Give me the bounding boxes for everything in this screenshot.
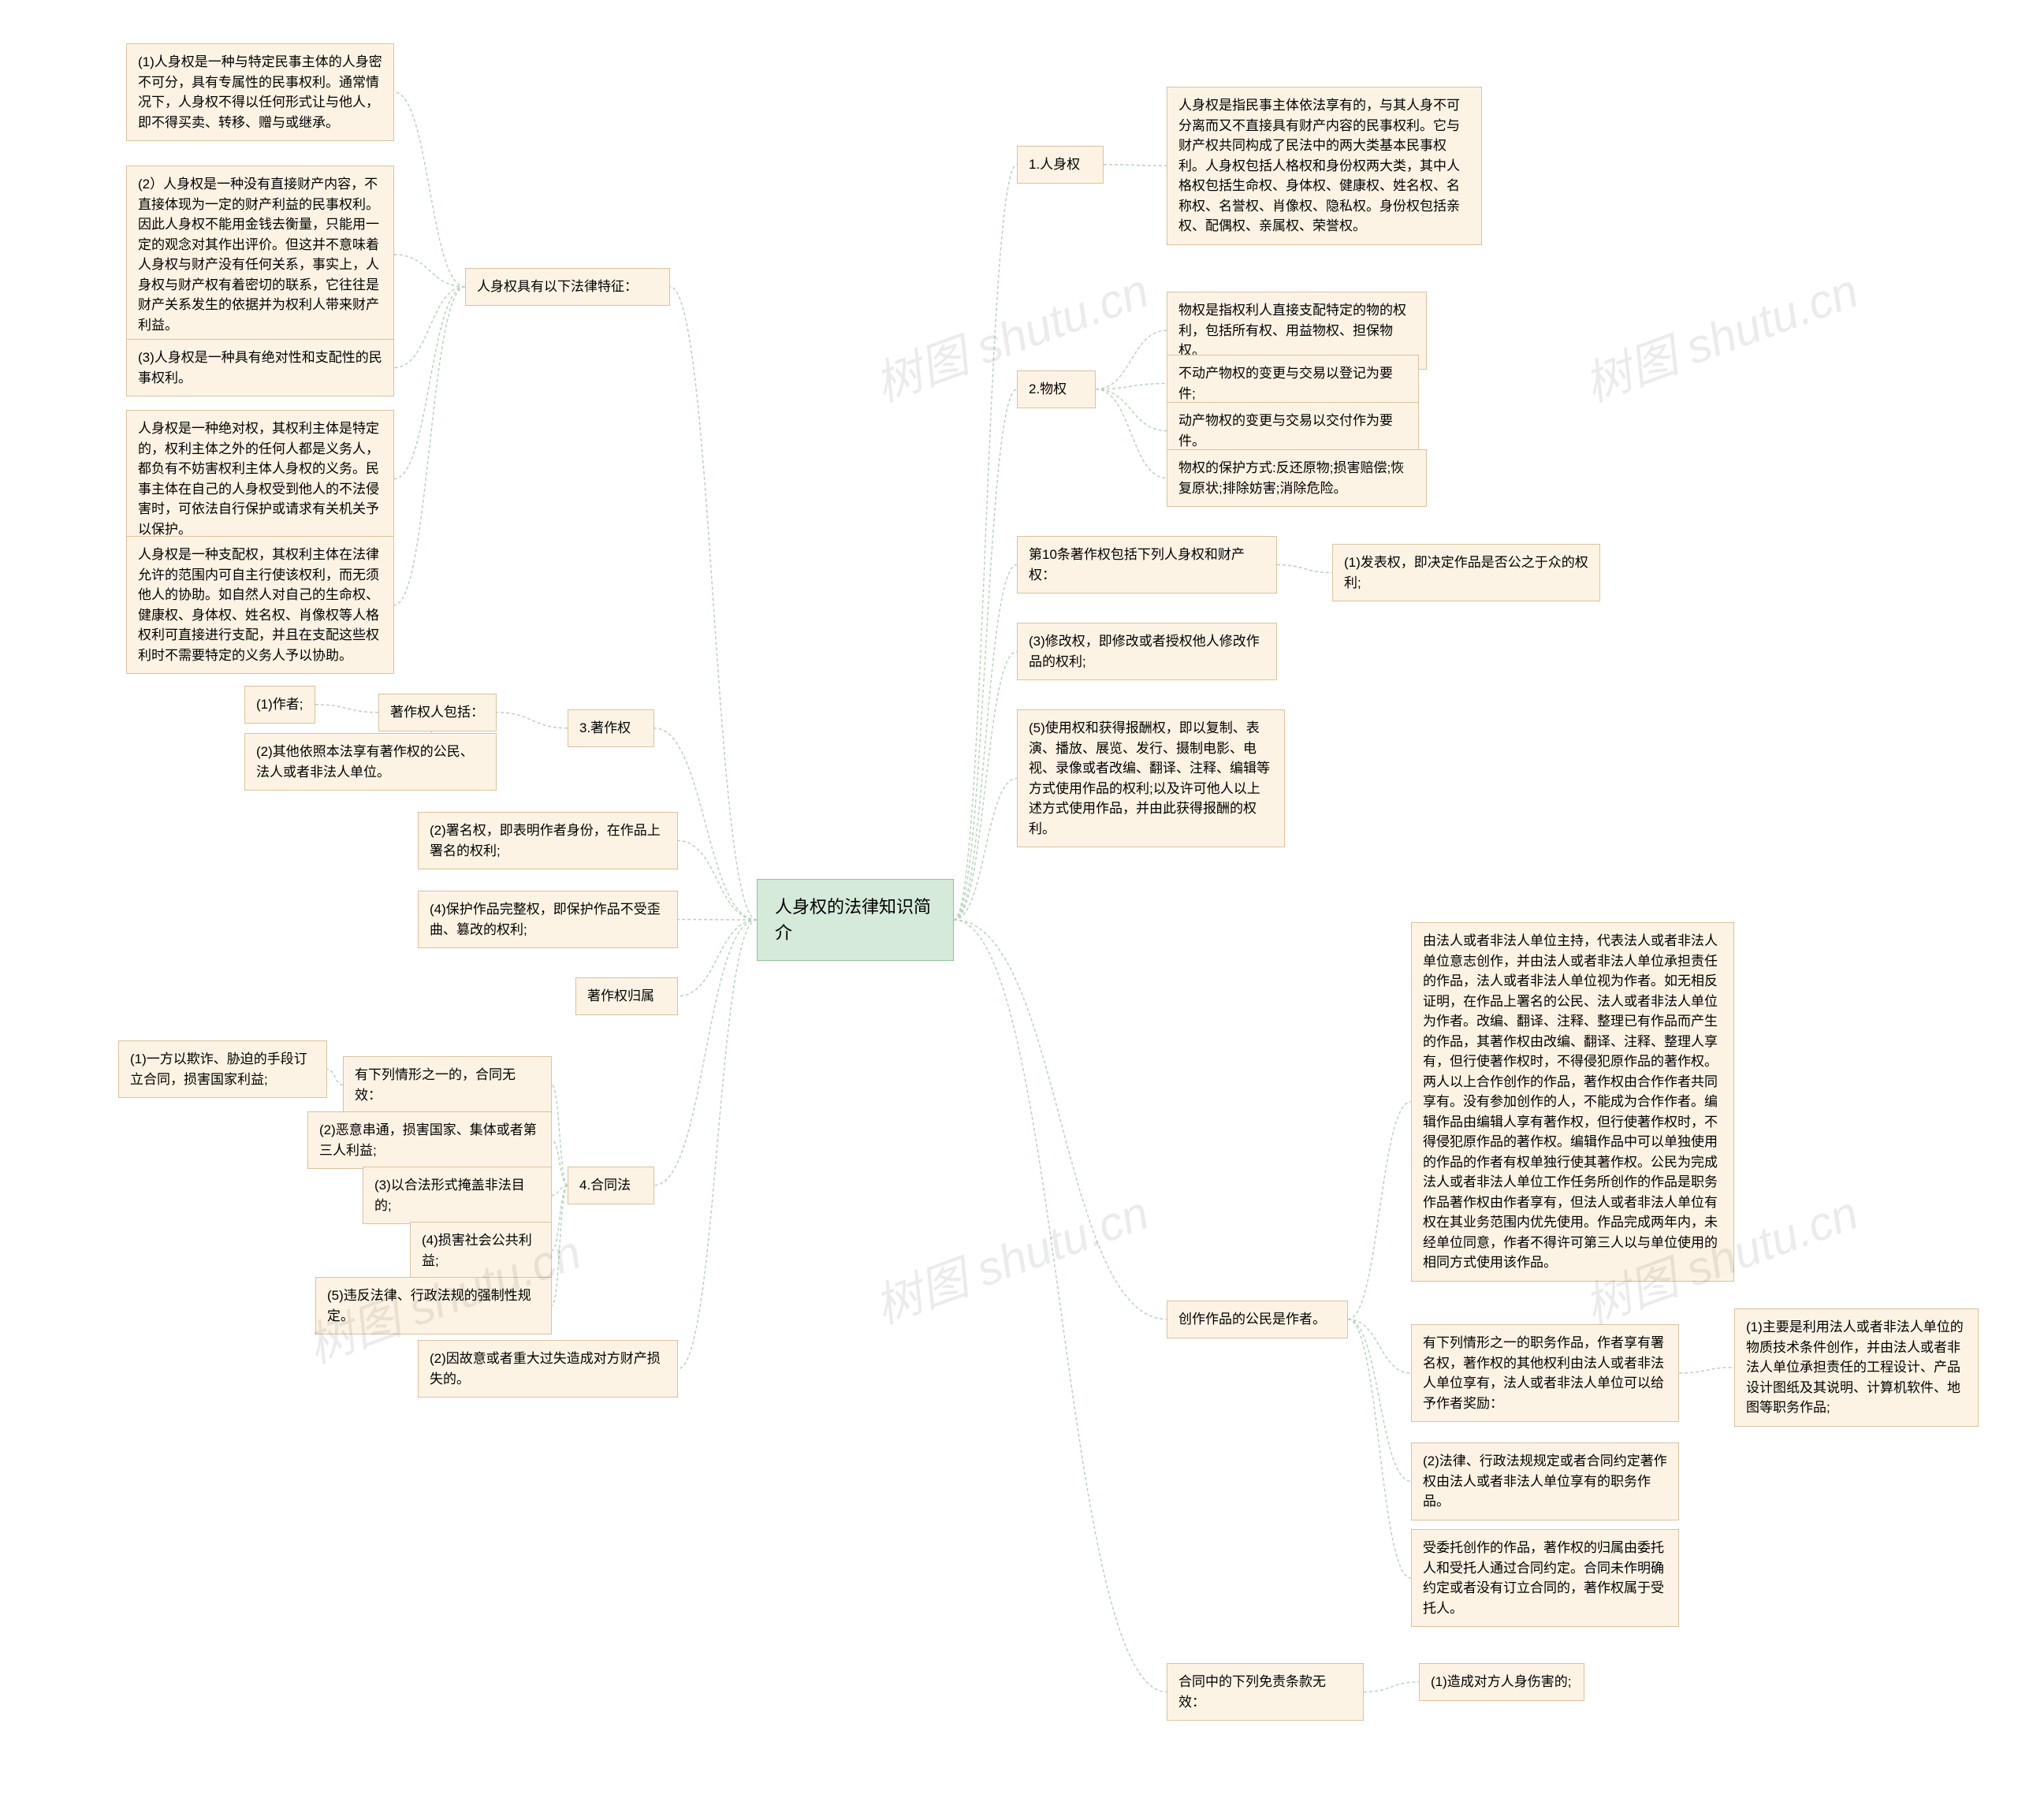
mindmap-node[interactable]: (5)使用权和获得报酬权，即以复制、表演、播放、展览、发行、摄制电影、电视、录像… bbox=[1017, 709, 1285, 847]
mindmap-node[interactable]: 合同中的下列免责条款无效： bbox=[1167, 1663, 1364, 1721]
connector-path bbox=[1364, 1682, 1419, 1692]
mindmap-node[interactable]: 有下列情形之一的，合同无效： bbox=[343, 1056, 552, 1114]
connector-path bbox=[394, 287, 465, 479]
connector-path bbox=[954, 565, 1017, 921]
connector-path bbox=[678, 920, 757, 1369]
connector-path bbox=[552, 1185, 568, 1196]
mindmap-node[interactable]: 4.合同法 bbox=[568, 1167, 654, 1204]
mindmap-node[interactable]: 由法人或者非法人单位主持，代表法人或者非法人单位意志创作，并由法人或者非法人单位… bbox=[1411, 922, 1734, 1282]
connector-path bbox=[552, 1185, 568, 1306]
mindmap-node[interactable]: (3)人身权是一种具有绝对性和支配性的民事权利。 bbox=[126, 339, 394, 396]
mindmap-node[interactable]: 受委托创作的作品，著作权的归属由委托人和受托人通过合同约定。合同未作明确约定或者… bbox=[1411, 1529, 1679, 1627]
mindmap-node[interactable]: (1)人身权是一种与特定民事主体的人身密不可分，具有专属性的民事权利。通常情况下… bbox=[126, 43, 394, 141]
connector-path bbox=[1277, 565, 1332, 573]
connector-path bbox=[954, 652, 1017, 921]
connector-path bbox=[1348, 1319, 1411, 1578]
connector-path bbox=[327, 1070, 343, 1085]
mindmap-node[interactable]: 人身权是一种支配权，其权利主体在法律允许的范围内可自主行使该权利，而无须他人的协… bbox=[126, 536, 394, 674]
connector-path bbox=[1348, 1319, 1411, 1373]
mindmap-node[interactable]: (1)主要是利用法人或者非法人单位的物质技术条件创作，并由法人或者非法人单位承担… bbox=[1734, 1308, 1979, 1427]
connector-path bbox=[1348, 1319, 1411, 1482]
connector-path bbox=[954, 779, 1017, 921]
connector-path bbox=[678, 920, 757, 996]
watermark: 树图 shutu.cn bbox=[1573, 252, 1866, 415]
connector-path bbox=[1096, 389, 1167, 478]
connector-path bbox=[315, 705, 378, 713]
connector-path bbox=[394, 287, 465, 605]
mindmap-node[interactable]: (2)其他依照本法享有著作权的公民、法人或者非法人单位。 bbox=[244, 733, 497, 791]
mindmap-node[interactable]: 2.物权 bbox=[1017, 370, 1096, 408]
connector-path bbox=[1096, 389, 1167, 431]
mindmap-node[interactable]: 3.著作权 bbox=[568, 709, 654, 747]
connector-path bbox=[552, 1085, 568, 1185]
mindmap-node[interactable]: (2）人身权是一种没有直接财产内容，不直接体现为一定的财产利益的民事权利。因此人… bbox=[126, 166, 394, 344]
connector-path bbox=[394, 287, 465, 368]
connector-path bbox=[552, 1141, 568, 1185]
mindmap-node[interactable]: 人身权是指民事主体依法享有的，与其人身不可分离而又不直接具有财产内容的民事权利。… bbox=[1167, 87, 1482, 245]
mindmap-node[interactable]: (4)损害社会公共利益; bbox=[410, 1222, 552, 1279]
mindmap-node[interactable]: (1)发表权，即决定作品是否公之于众的权利; bbox=[1332, 544, 1600, 601]
mindmap-node[interactable]: (1)一方以欺诈、胁迫的手段订立合同，损害国家利益; bbox=[118, 1040, 327, 1098]
connector-path bbox=[1679, 1368, 1734, 1373]
connector-path bbox=[678, 841, 757, 921]
mindmap-node[interactable]: (1)作者; bbox=[244, 686, 315, 724]
connector-path bbox=[394, 92, 465, 287]
mindmap-node[interactable]: (5)违反法律、行政法规的强制性规定。 bbox=[315, 1277, 552, 1334]
mindmap-node[interactable]: (1)造成对方人身伤害的; bbox=[1419, 1663, 1584, 1701]
connector-path bbox=[1096, 330, 1167, 389]
connector-path bbox=[394, 255, 465, 287]
root-node[interactable]: 人身权的法律知识简介 bbox=[757, 879, 954, 961]
mindmap-node[interactable]: (2)恶意串通，损害国家、集体或者第三人利益; bbox=[307, 1111, 552, 1169]
mindmap-node[interactable]: 著作权归属 bbox=[575, 977, 678, 1015]
mindmap-node[interactable]: 物权的保护方式:反还原物;损害赔偿;恢复原状;排除妨害;消除危险。 bbox=[1167, 449, 1427, 507]
connector-path bbox=[678, 920, 757, 921]
mindmap-node[interactable]: (3)修改权，即修改或者授权他人修改作品的权利; bbox=[1017, 623, 1277, 680]
mindmap-node[interactable]: 人身权是一种绝对权，其权利主体是特定的，权利主体之外的任何人都是义务人，都负有不… bbox=[126, 410, 394, 548]
connector-path bbox=[497, 713, 568, 728]
mindmap-node[interactable]: 第10条著作权包括下列人身权和财产权： bbox=[1017, 536, 1277, 594]
mindmap-node[interactable]: 人身权具有以下法律特征： bbox=[465, 268, 670, 306]
mindmap-node[interactable]: 创作作品的公民是作者。 bbox=[1167, 1301, 1348, 1338]
mindmap-node[interactable]: (4)保护作品完整权，即保护作品不受歪曲、篡改的权利; bbox=[418, 891, 678, 948]
connector-path bbox=[954, 920, 1167, 1692]
connector-path bbox=[654, 920, 757, 1185]
connector-path bbox=[1096, 384, 1167, 389]
connector-path bbox=[954, 389, 1017, 920]
watermark: 树图 shutu.cn bbox=[864, 252, 1156, 415]
mindmap-node[interactable]: 著作权人包括： bbox=[378, 694, 497, 731]
connector-path bbox=[670, 287, 757, 920]
mindmap-node[interactable]: (2)因故意或者重大过失造成对方财产损失的。 bbox=[418, 1340, 678, 1398]
mindmap-node[interactable]: 1.人身权 bbox=[1017, 146, 1104, 184]
mindmap-node[interactable]: (3)以合法形式掩盖非法目的; bbox=[363, 1167, 552, 1224]
connector-path bbox=[954, 165, 1017, 920]
mindmap-node[interactable]: (2)法律、行政法规规定或者合同约定著作权由法人或者非法人单位享有的职务作品。 bbox=[1411, 1442, 1679, 1520]
connector-path bbox=[552, 1185, 568, 1251]
mindmap-node[interactable]: (2)署名权，即表明作者身份，在作品上署名的权利; bbox=[418, 812, 678, 869]
mindmap-node[interactable]: 有下列情形之一的职务作品，作者享有署名权，著作权的其他权利由法人或者非法人单位享… bbox=[1411, 1324, 1679, 1422]
watermark: 树图 shutu.cn bbox=[864, 1174, 1156, 1337]
connector-path bbox=[1348, 1102, 1411, 1319]
connector-path bbox=[954, 920, 1167, 1319]
connector-path bbox=[1104, 165, 1167, 166]
